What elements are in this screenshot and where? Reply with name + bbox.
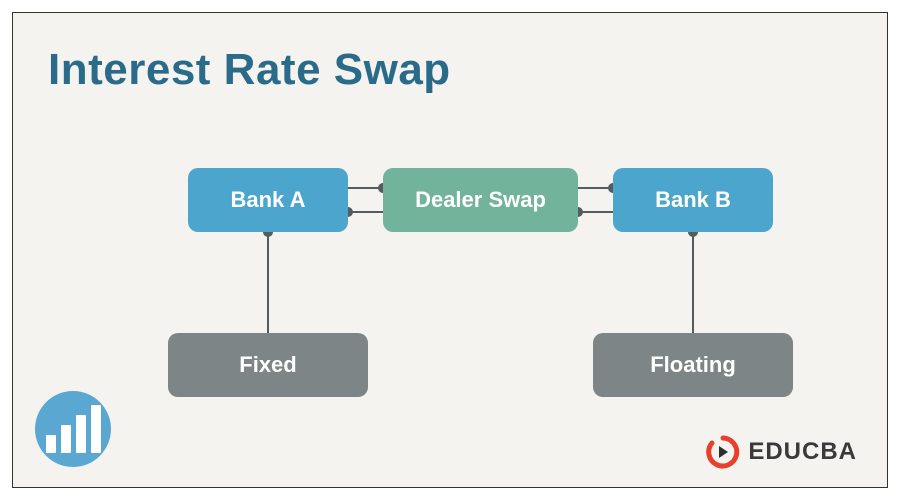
node-fixed: Fixed: [168, 333, 368, 397]
node-bank_b: Bank B: [613, 168, 773, 232]
node-dealer: Dealer Swap: [383, 168, 578, 232]
page-title: Interest Rate Swap: [48, 45, 451, 95]
icon-bar-1: [46, 435, 56, 453]
icon-bar-4: [91, 405, 101, 453]
icon-bar-2: [61, 425, 71, 453]
chart-icon: [35, 391, 111, 467]
brand-text: EDUCBA: [748, 438, 857, 466]
diagram-frame: Interest Rate Swap EDUCBA Bank A Dealer S…: [12, 12, 888, 488]
node-bank_a: Bank A: [188, 168, 348, 232]
node-floating: Floating: [593, 333, 793, 397]
brand-logo: EDUCBA: [706, 435, 857, 469]
brand-logo-icon: [706, 435, 740, 469]
icon-bar-3: [76, 415, 86, 453]
